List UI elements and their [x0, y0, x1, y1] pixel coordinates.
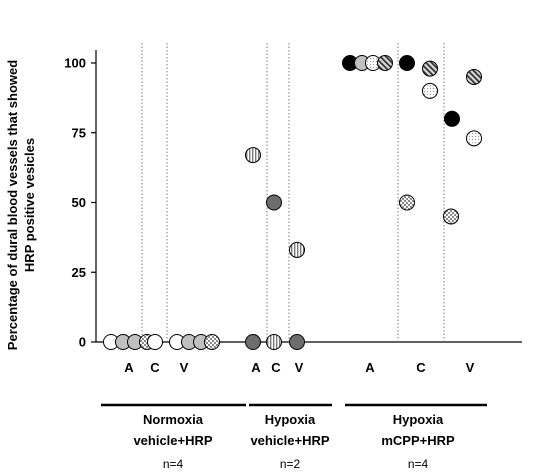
data-point: [444, 110, 460, 127]
data-point: [147, 334, 163, 350]
y-tick-label: 50: [72, 195, 86, 210]
group-title: vehicle+HRP: [250, 433, 329, 448]
region-label: A: [251, 360, 261, 375]
y-axis-label-line: HRP positive vesicles: [22, 138, 37, 272]
data-points: [103, 55, 482, 350]
data-point: [466, 68, 482, 85]
y-tick-label: 0: [79, 335, 86, 350]
group-labels: Normoxia vehicle+HRP n=4 Hypoxia vehicle+HRP…: [101, 403, 487, 471]
region-label: V: [295, 360, 304, 375]
group-title: Normoxia: [143, 412, 204, 427]
data-point: [443, 208, 459, 225]
y-axis-label-line: Percentage of dural blood vessels that s…: [5, 60, 20, 350]
data-point: [422, 60, 438, 77]
region-label: C: [416, 360, 426, 375]
data-point: [289, 334, 305, 350]
data-point: [422, 82, 438, 99]
group-n-label: n=2: [280, 457, 301, 471]
region-label: V: [466, 360, 475, 375]
data-point: [377, 55, 393, 71]
group-title: Hypoxia: [265, 412, 316, 427]
y-tick-label: 25: [72, 265, 86, 280]
y-tick-label: 75: [72, 125, 86, 140]
axes: 0 25 50 75 100: [64, 50, 522, 350]
data-point: [266, 334, 282, 350]
group-title: Hypoxia: [393, 412, 444, 427]
data-point: [466, 130, 482, 147]
group-title: mCPP+HRP: [381, 433, 455, 448]
region-separators: [141, 43, 445, 342]
data-point: [399, 194, 415, 211]
group-n-label: n=4: [163, 457, 184, 471]
data-point: [289, 241, 305, 258]
region-label: A: [365, 360, 375, 375]
data-point: [204, 334, 220, 350]
region-label: A: [124, 360, 134, 375]
group-n-label: n=4: [408, 457, 429, 471]
y-tick-label: 100: [64, 56, 86, 71]
region-label: C: [150, 360, 160, 375]
group-title: vehicle+HRP: [133, 433, 212, 448]
data-point: [266, 194, 282, 211]
region-label: C: [271, 360, 281, 375]
data-point: [245, 147, 261, 164]
y-axis-label: Percentage of dural blood vessels that s…: [5, 60, 37, 350]
data-point: [399, 55, 415, 71]
data-point: [245, 334, 261, 350]
region-label: V: [180, 360, 189, 375]
